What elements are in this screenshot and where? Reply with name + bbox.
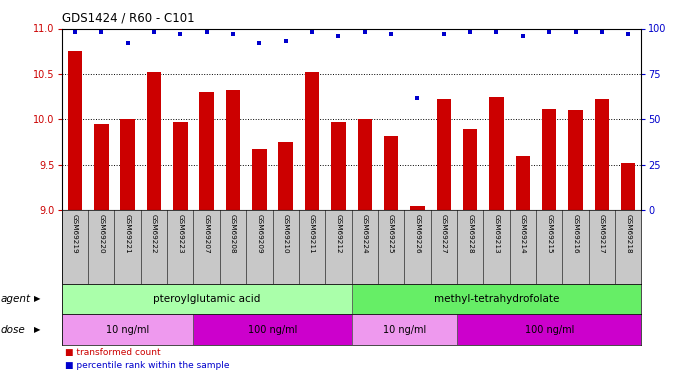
Bar (193, 314, 352, 345)
Text: GSM69220: GSM69220 (98, 214, 104, 254)
Text: GSM69208: GSM69208 (230, 214, 236, 254)
Text: GSM69218: GSM69218 (625, 214, 631, 254)
Text: GSM69209: GSM69209 (257, 214, 262, 254)
Bar (68, 51, 82, 210)
Text: ■ transformed count: ■ transformed count (65, 348, 161, 357)
Bar (542, 108, 556, 210)
Text: GSM69223: GSM69223 (177, 214, 183, 254)
Text: GSM69227: GSM69227 (441, 214, 447, 254)
Bar (568, 110, 583, 210)
Bar (279, 142, 293, 210)
Bar (357, 118, 372, 210)
Bar (436, 99, 451, 210)
Text: agent: agent (1, 294, 31, 304)
Bar (147, 72, 161, 210)
Bar (173, 122, 187, 210)
Text: dose: dose (1, 325, 25, 334)
Bar (516, 156, 530, 210)
Bar (384, 136, 399, 210)
Bar (621, 163, 635, 210)
Bar (331, 122, 346, 210)
Text: GSM69224: GSM69224 (362, 214, 368, 254)
Bar (62, 314, 193, 345)
Text: 100 ng/ml: 100 ng/ml (525, 325, 574, 334)
Text: GSM69221: GSM69221 (125, 214, 130, 254)
Bar (463, 129, 477, 210)
Bar (252, 150, 267, 210)
Bar (62, 284, 352, 314)
Text: methyl-tetrahydrofolate: methyl-tetrahydrofolate (434, 294, 559, 304)
Bar (595, 99, 609, 210)
Text: GSM69207: GSM69207 (204, 214, 210, 254)
Bar (352, 284, 641, 314)
Text: 100 ng/ml: 100 ng/ml (248, 325, 297, 334)
Text: 10 ng/ml: 10 ng/ml (383, 325, 426, 334)
Text: GSM69213: GSM69213 (493, 214, 499, 254)
Text: GSM69211: GSM69211 (309, 214, 315, 254)
Bar (120, 119, 135, 210)
Text: GSM69212: GSM69212 (335, 214, 342, 254)
Text: GDS1424 / R60 - C101: GDS1424 / R60 - C101 (62, 12, 194, 25)
Text: ■ percentile rank within the sample: ■ percentile rank within the sample (65, 361, 230, 370)
Text: GSM69226: GSM69226 (414, 214, 421, 254)
Text: ▶: ▶ (34, 325, 40, 334)
Text: GSM69228: GSM69228 (467, 214, 473, 254)
Text: 10 ng/ml: 10 ng/ml (106, 325, 150, 334)
Text: GSM69216: GSM69216 (573, 214, 578, 254)
Bar (226, 90, 240, 210)
Text: GSM69210: GSM69210 (283, 214, 289, 254)
Bar (200, 92, 214, 210)
Text: GSM69222: GSM69222 (151, 214, 157, 254)
Bar (305, 72, 319, 210)
Text: GSM69215: GSM69215 (546, 214, 552, 254)
Text: ▶: ▶ (34, 294, 40, 303)
Bar (489, 97, 504, 210)
Bar (457, 314, 641, 345)
Bar (94, 124, 108, 210)
Text: GSM69217: GSM69217 (599, 214, 605, 254)
Text: GSM69214: GSM69214 (520, 214, 526, 254)
Bar (352, 314, 457, 345)
Bar (410, 206, 425, 210)
Text: GSM69219: GSM69219 (72, 214, 78, 254)
Text: pteroylglutamic acid: pteroylglutamic acid (153, 294, 261, 304)
Text: GSM69225: GSM69225 (388, 214, 394, 254)
